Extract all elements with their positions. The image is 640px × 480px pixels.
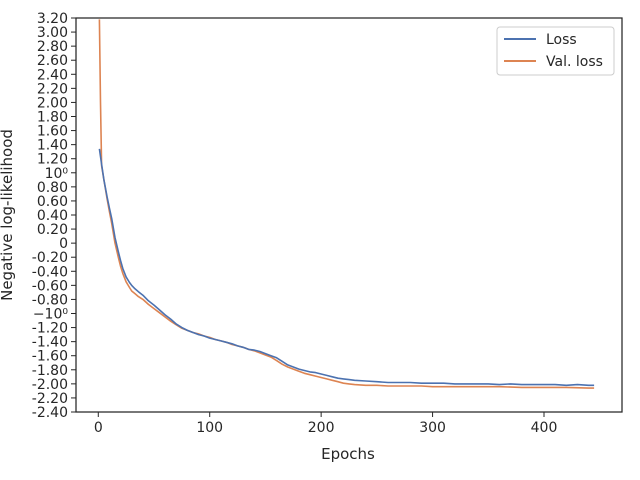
legend-label-loss: Loss — [546, 32, 577, 48]
y-tick-label: −10⁰ — [33, 307, 69, 323]
y-tick-label: 1.40 — [37, 138, 68, 154]
x-axis-label: Epochs — [321, 445, 375, 463]
series-line-loss — [98, 148, 595, 387]
y-tick-label: -1.60 — [32, 349, 68, 365]
x-tick-label: 0 — [94, 420, 103, 436]
x-axis: 0 100 200 300 400 — [94, 412, 558, 436]
legend-label-val-loss: Val. loss — [546, 54, 603, 70]
y-tick-label: 0.60 — [37, 194, 68, 210]
legend: Loss Val. loss — [496, 26, 615, 76]
y-axis: 3.203.002.802.602.402.202.001.801.601.40… — [32, 11, 76, 421]
y-tick-label: 1.80 — [37, 110, 68, 126]
x-tick-label: 400 — [531, 420, 558, 436]
y-tick-label: -2.00 — [32, 377, 68, 393]
y-tick-label: 0 — [59, 236, 68, 252]
y-tick-label: 2.00 — [37, 95, 68, 111]
y-tick-label: -0.40 — [32, 264, 68, 280]
y-tick-label: -0.60 — [32, 278, 68, 294]
y-tick-label: 3.00 — [37, 25, 68, 41]
x-tick-label: 100 — [196, 420, 223, 436]
y-tick-label: 0.40 — [37, 208, 68, 224]
x-tick-label: 200 — [308, 420, 335, 436]
x-tick-label: 300 — [419, 420, 446, 436]
y-tick-label: 1.20 — [37, 152, 68, 168]
series-layer — [98, 19, 595, 389]
y-tick-label: 1.60 — [37, 124, 68, 140]
y-tick-label: -1.80 — [32, 363, 68, 379]
y-tick-label: 2.60 — [37, 53, 68, 69]
y-tick-label: 10⁰ — [45, 166, 69, 182]
y-tick-label: -0.20 — [32, 250, 68, 266]
y-tick-label: 3.20 — [37, 11, 68, 27]
y-tick-label: -1.20 — [32, 321, 68, 337]
y-tick-label: 2.20 — [37, 81, 68, 97]
y-tick-label: -0.80 — [32, 292, 68, 308]
y-tick-label: 0.80 — [37, 180, 68, 196]
y-tick-label: -2.20 — [32, 391, 68, 407]
y-tick-label: -2.40 — [32, 405, 68, 421]
y-tick-label: -1.40 — [32, 335, 68, 351]
y-tick-label: 0.20 — [37, 222, 68, 238]
y-axis-label: Negative log-likelihood — [0, 129, 16, 301]
y-tick-label: 2.40 — [37, 67, 68, 83]
y-tick-label: 2.80 — [37, 39, 68, 55]
